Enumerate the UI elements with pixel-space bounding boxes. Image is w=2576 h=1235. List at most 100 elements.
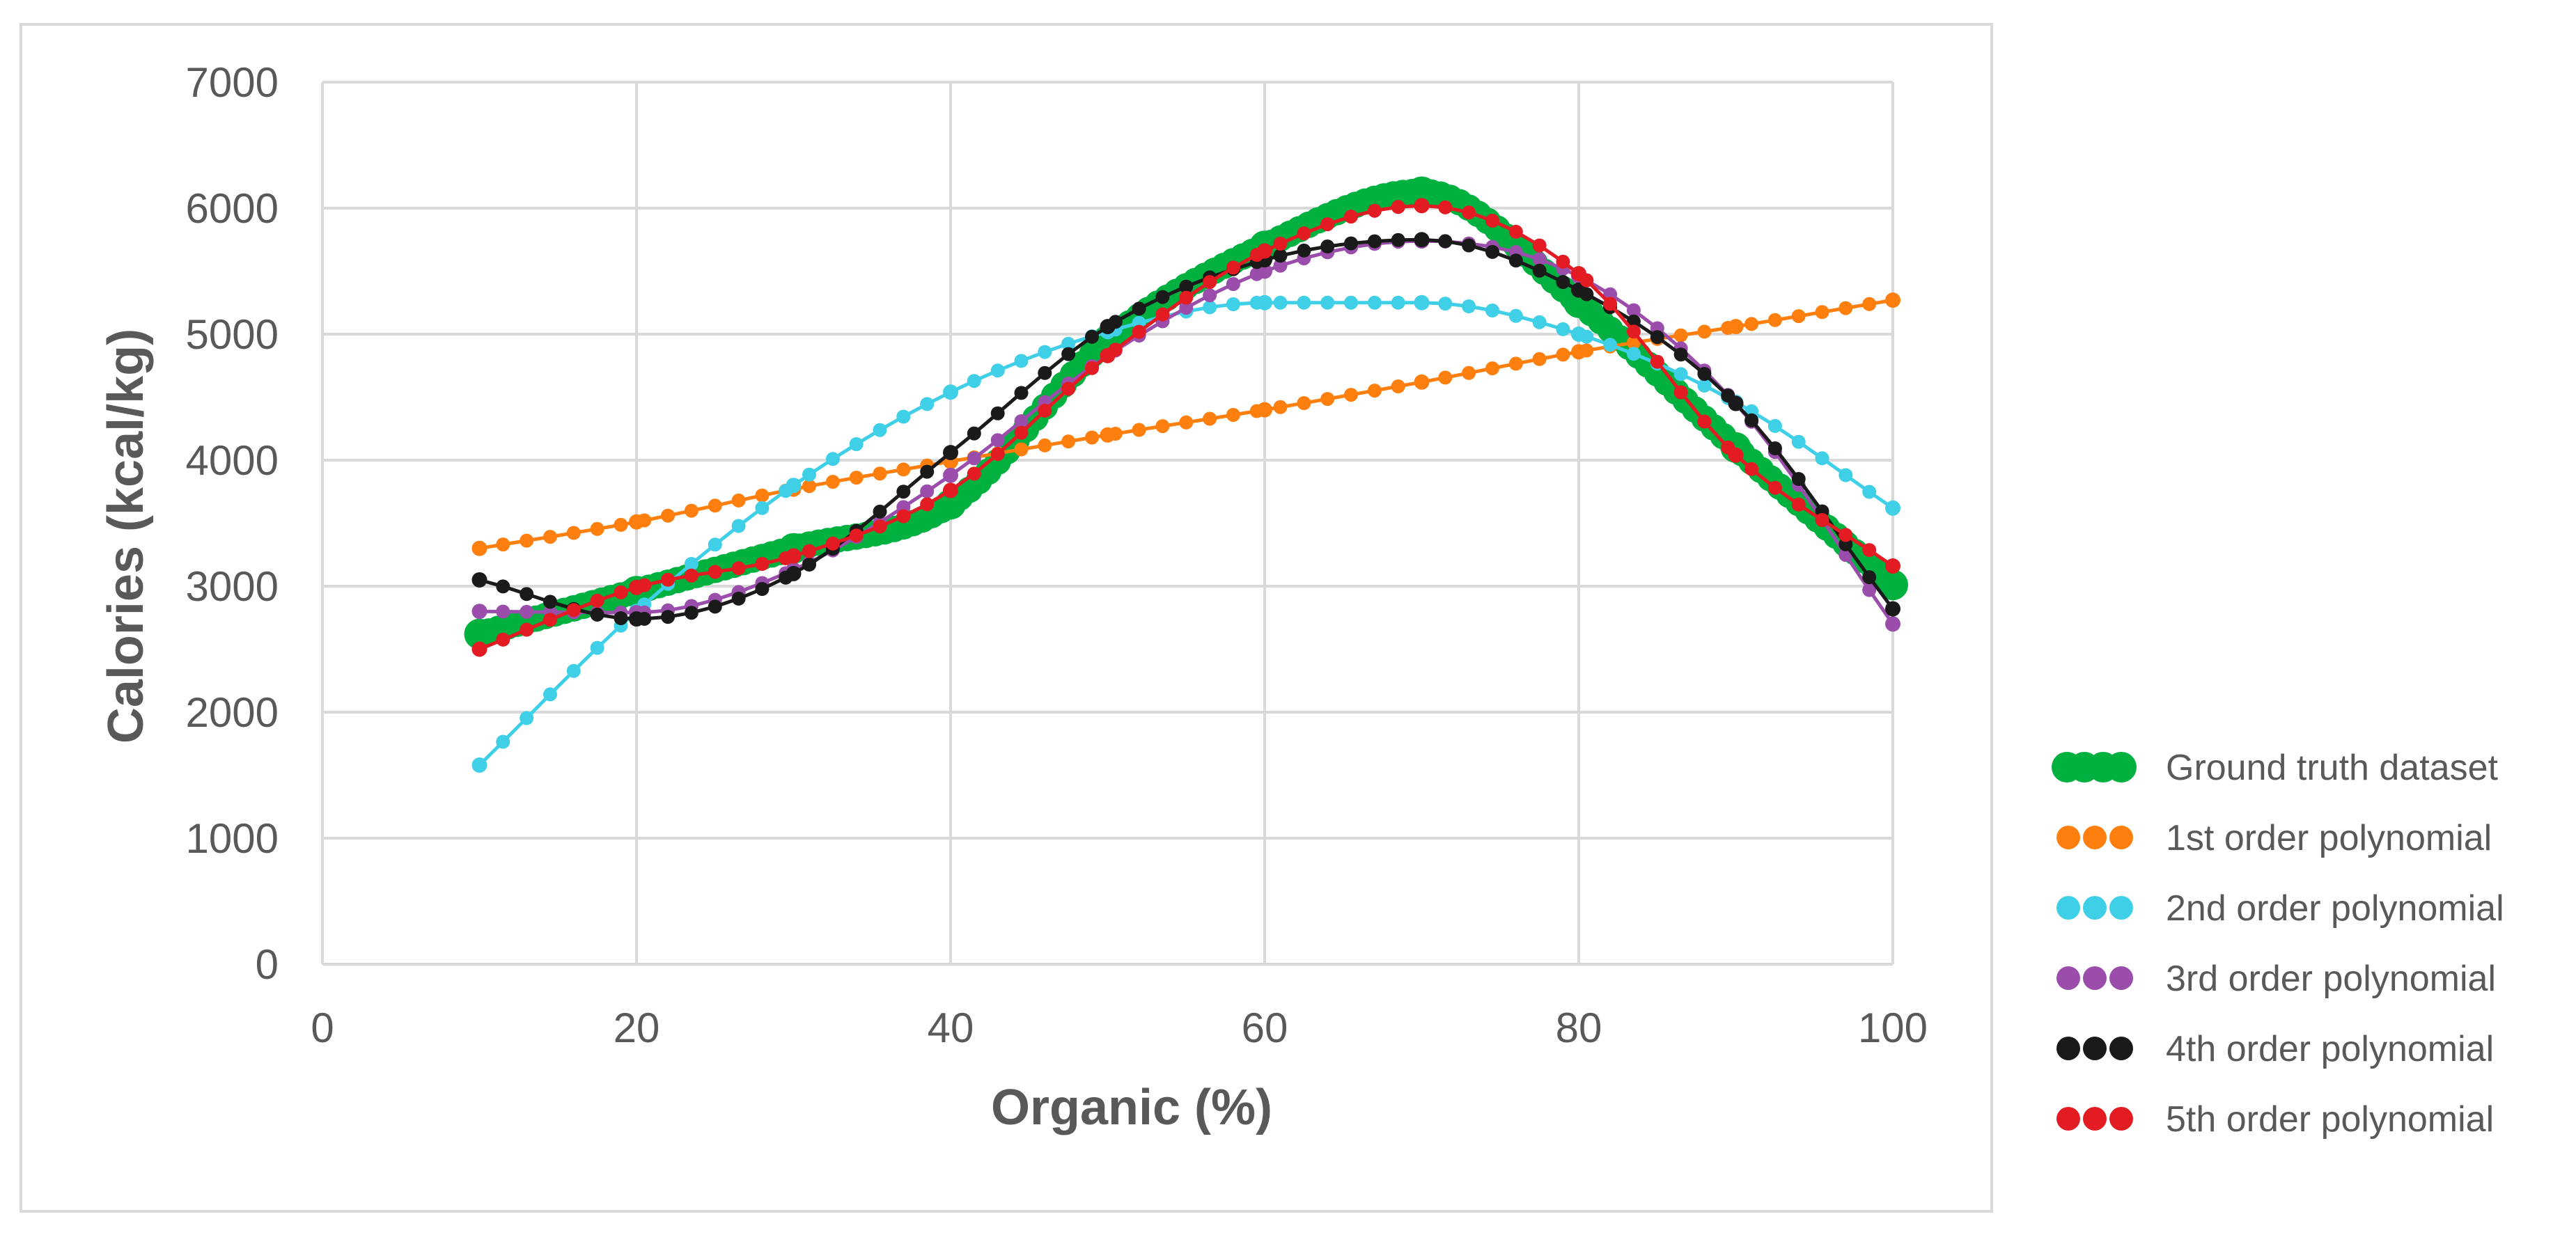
y-tick-label: 6000 bbox=[186, 185, 279, 232]
legend-swatch-dot bbox=[2056, 1107, 2080, 1131]
series-point bbox=[496, 604, 510, 619]
data-point bbox=[1257, 243, 1272, 259]
series-point bbox=[590, 607, 604, 622]
series-point bbox=[802, 558, 816, 572]
series-point bbox=[1697, 367, 1712, 381]
series-point bbox=[1344, 388, 1358, 402]
x-tick-label: 40 bbox=[928, 1005, 974, 1051]
series-point bbox=[1697, 378, 1712, 393]
x-tick-label: 20 bbox=[614, 1005, 660, 1051]
legend-item: 2nd order polynomial bbox=[2056, 888, 2504, 929]
series-point bbox=[967, 374, 981, 388]
series-point bbox=[1485, 304, 1499, 317]
data-point bbox=[1728, 319, 1744, 335]
legend-swatch-dot bbox=[2109, 826, 2133, 849]
series-point bbox=[1038, 438, 1052, 453]
series-point bbox=[1320, 295, 1335, 310]
series-point bbox=[520, 622, 534, 637]
series-point bbox=[1862, 485, 1877, 499]
series-point bbox=[1226, 408, 1240, 422]
legend-item: Ground truth dataset bbox=[2052, 748, 2499, 788]
series-point bbox=[1438, 234, 1453, 249]
x-axis-title: Organic (%) bbox=[991, 1080, 1272, 1135]
series-point bbox=[1320, 239, 1335, 253]
series-point bbox=[1344, 236, 1358, 251]
y-tick-label: 3000 bbox=[186, 563, 279, 610]
series-point bbox=[1320, 217, 1335, 232]
series-point bbox=[1626, 324, 1641, 339]
y-tick-label: 1000 bbox=[186, 815, 279, 862]
series-point bbox=[1791, 434, 1806, 449]
legend-swatch-dot bbox=[2056, 1037, 2080, 1060]
series-point bbox=[684, 568, 698, 583]
series-point bbox=[1815, 451, 1829, 466]
series-point bbox=[566, 526, 581, 540]
legend-label: 3rd order polynomial bbox=[2166, 959, 2496, 999]
series-point bbox=[1839, 301, 1853, 315]
legend-item: 4th order polynomial bbox=[2056, 1029, 2494, 1069]
series-point bbox=[708, 565, 722, 579]
series-6 bbox=[471, 198, 1900, 657]
series-point bbox=[1155, 419, 1170, 434]
legend-swatch-dot bbox=[2083, 826, 2107, 849]
series-5 bbox=[471, 232, 1900, 627]
data-point bbox=[1885, 292, 1900, 308]
series-point bbox=[873, 519, 887, 534]
series-point bbox=[1767, 441, 1782, 455]
series-point bbox=[1155, 290, 1170, 304]
series-point bbox=[1650, 330, 1664, 345]
series-point bbox=[590, 640, 604, 655]
series-point bbox=[614, 585, 628, 599]
data-point bbox=[786, 548, 802, 564]
series-point bbox=[1744, 317, 1759, 331]
series-point bbox=[1061, 434, 1076, 449]
legend-swatch-dot bbox=[2106, 752, 2137, 782]
series-point bbox=[496, 734, 510, 749]
series-point bbox=[1297, 243, 1311, 258]
series-point bbox=[1839, 468, 1853, 482]
series-point bbox=[755, 557, 770, 571]
series-point bbox=[1038, 345, 1052, 359]
series-point bbox=[1791, 309, 1806, 324]
series-point bbox=[1085, 430, 1099, 445]
series-point bbox=[802, 479, 816, 494]
data-point bbox=[1571, 344, 1586, 360]
data-point bbox=[1571, 266, 1586, 282]
series-point bbox=[1438, 370, 1453, 385]
series-point bbox=[825, 536, 840, 551]
series-point bbox=[566, 603, 581, 618]
series-point bbox=[1014, 442, 1029, 457]
legend-label: 1st order polynomial bbox=[2166, 818, 2492, 858]
data-point bbox=[471, 604, 487, 620]
series-point bbox=[1697, 414, 1712, 429]
data-point bbox=[1100, 427, 1116, 443]
legend-swatch-dot bbox=[2109, 966, 2133, 990]
series-point bbox=[1815, 513, 1829, 527]
series-point bbox=[1673, 385, 1688, 400]
y-tick-label: 5000 bbox=[186, 311, 279, 358]
data-point bbox=[1728, 395, 1744, 411]
series-point bbox=[1132, 324, 1146, 339]
series-point bbox=[802, 467, 816, 482]
series-point bbox=[755, 501, 770, 515]
series-point bbox=[1862, 570, 1877, 585]
series-point bbox=[1273, 237, 1288, 251]
series-point bbox=[825, 475, 840, 489]
series-point bbox=[1061, 347, 1076, 361]
series-point bbox=[1485, 361, 1499, 376]
legend-swatch-dot bbox=[2083, 1107, 2107, 1131]
series-point bbox=[1626, 336, 1641, 350]
legend-label: 4th order polynomial bbox=[2166, 1029, 2494, 1069]
series-point bbox=[661, 572, 676, 587]
series-point bbox=[1155, 307, 1170, 322]
series-point bbox=[1367, 295, 1382, 310]
legend-label: 2nd order polynomial bbox=[2166, 888, 2504, 929]
series-point bbox=[684, 606, 698, 620]
data-point bbox=[1100, 347, 1116, 363]
series-point bbox=[1744, 462, 1759, 476]
series-point bbox=[1815, 305, 1829, 320]
data-point bbox=[943, 467, 958, 483]
series-point bbox=[1462, 299, 1476, 313]
series-point bbox=[896, 409, 911, 424]
